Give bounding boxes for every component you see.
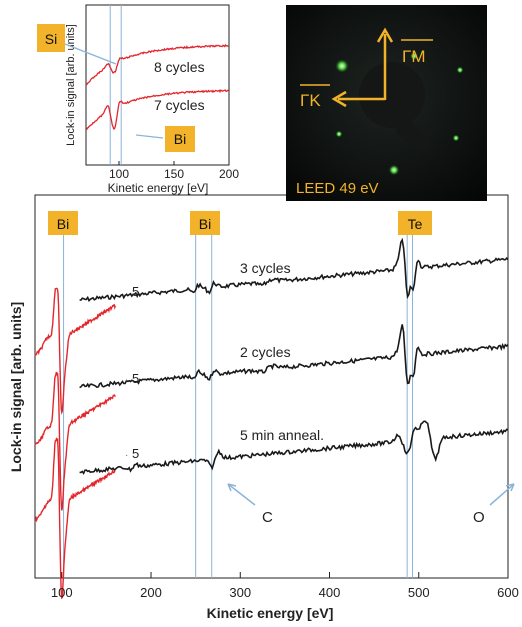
tag-bi-mid-text: Bi bbox=[199, 216, 211, 232]
x-tick-label: 400 bbox=[319, 585, 341, 600]
main-traces bbox=[34, 237, 509, 600]
inset-traces bbox=[85, 43, 229, 131]
series-line bbox=[79, 324, 509, 389]
main-chart: 100 200 300 400 500 600 Kinetic energy [eV] L… bbox=[8, 194, 519, 621]
x-tick-label: 150 bbox=[164, 167, 184, 181]
scale-dot-3: · bbox=[125, 450, 128, 461]
inset-y-axis-label: Lock-in signal [arb. units] bbox=[65, 24, 77, 146]
x-tick-label: 600 bbox=[497, 585, 519, 600]
scale-factor-label-3: 5 bbox=[132, 446, 139, 461]
series-label-5-min-anneal: 5 min anneal. bbox=[240, 427, 324, 443]
scale-factor-label-2: 5 bbox=[132, 371, 139, 386]
main-y-axis-label: Lock-in signal [arb. units] bbox=[8, 302, 24, 472]
main-plot-frame bbox=[34, 194, 509, 579]
diffraction-spot bbox=[410, 52, 418, 60]
series-line bbox=[34, 287, 116, 415]
diffraction-spot bbox=[335, 59, 349, 73]
inset-series-label-7-cycles: 7 cycles bbox=[154, 97, 205, 113]
series-line bbox=[34, 437, 116, 600]
series-line bbox=[79, 420, 509, 475]
series-line bbox=[85, 89, 229, 131]
inset-x-axis-ticks: 100 150 200 bbox=[109, 161, 239, 181]
x-tick-label: 300 bbox=[229, 585, 251, 600]
electron-gun-arm bbox=[396, 110, 430, 152]
gamma-m-label: ΓM bbox=[402, 47, 426, 66]
inset-chart: 100 150 200 Kinetic energy [eV] Lock-in si… bbox=[37, 4, 239, 195]
diffraction-spot bbox=[452, 134, 460, 142]
annotation-c: C bbox=[227, 483, 273, 526]
inset-tag-si-text: Si bbox=[45, 31, 57, 47]
main-x-axis-ticks: 100 200 300 400 500 600 bbox=[51, 572, 519, 600]
x-tick-label: 100 bbox=[51, 585, 73, 600]
series-label-3-cycles: 3 cycles bbox=[240, 260, 291, 276]
x-tick-label: 200 bbox=[140, 585, 162, 600]
diffraction-spot bbox=[335, 130, 343, 138]
tag-te: Te bbox=[398, 211, 432, 235]
tag-bi-low: Bi bbox=[48, 211, 78, 235]
annotation-o-text: O bbox=[473, 509, 485, 526]
series-line bbox=[79, 237, 509, 303]
tag-te-text: Te bbox=[408, 216, 423, 232]
annotation-o: O bbox=[473, 483, 515, 526]
inset-si-pointer bbox=[64, 43, 117, 65]
series-line bbox=[34, 371, 116, 511]
inset-series-label-8-cycles: 8 cycles bbox=[154, 59, 205, 75]
gamma-k-arrow bbox=[331, 90, 385, 108]
scale-dot-2: · bbox=[125, 375, 128, 386]
inset-plot-frame bbox=[85, 4, 230, 166]
x-tick-label: 100 bbox=[109, 167, 129, 181]
x-tick-label: 200 bbox=[219, 167, 239, 181]
tag-bi-mid: Bi bbox=[190, 211, 220, 235]
inset-tag-bi: Bi bbox=[165, 126, 195, 152]
leed-pattern: ΓM ΓK LEED 49 eV bbox=[286, 5, 487, 201]
inset-x-axis-label: Kinetic energy [eV] bbox=[108, 181, 209, 195]
inset-bi-pointer bbox=[135, 134, 164, 139]
diffraction-spot bbox=[388, 164, 400, 176]
inset-tag-bi-text: Bi bbox=[174, 131, 186, 147]
annotation-c-text: C bbox=[262, 509, 273, 526]
scale-dot-1: · bbox=[125, 288, 128, 299]
x-tick-label: 500 bbox=[408, 585, 430, 600]
series-line bbox=[85, 43, 229, 86]
series-label-2-cycles: 2 cycles bbox=[240, 344, 291, 360]
main-x-axis-label: Kinetic energy [eV] bbox=[207, 605, 334, 621]
leed-energy-label: LEED 49 eV bbox=[296, 180, 379, 197]
gamma-k-label: ΓK bbox=[300, 91, 321, 110]
diffraction-spot bbox=[456, 66, 464, 74]
tag-bi-low-text: Bi bbox=[57, 216, 69, 232]
electron-gun-shadow bbox=[359, 62, 425, 128]
scale-factor-label-1: 5 bbox=[132, 284, 139, 299]
gamma-m-arrow bbox=[376, 27, 394, 100]
inset-tag-si: Si bbox=[37, 24, 65, 52]
inset-marker-lines bbox=[109, 5, 122, 165]
